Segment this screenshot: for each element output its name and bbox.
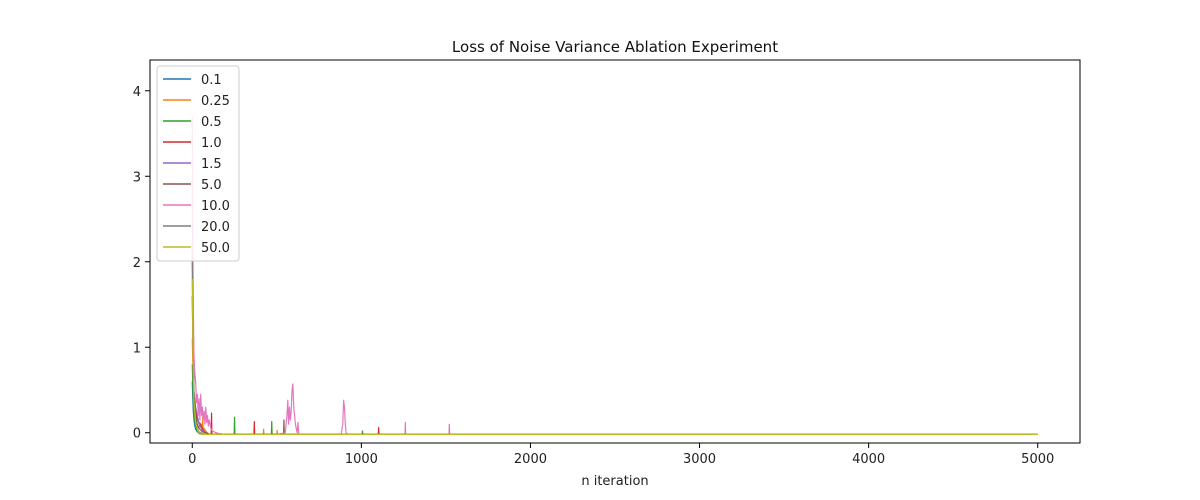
x-tick-label: 5000 — [1021, 452, 1054, 467]
legend-label: 1.0 — [201, 136, 222, 151]
x-tick-label: 2000 — [514, 452, 547, 467]
legend-label: 5.0 — [201, 178, 222, 193]
legend-label: 50.0 — [201, 241, 230, 256]
plot-frame — [149, 59, 1081, 444]
series-layer — [191, 116, 1038, 436]
series-line-10_0 — [191, 116, 1038, 436]
y-axis: 0 1 2 3 4 — [133, 85, 150, 442]
legend: 0.1 0.25 0.5 1.0 1.5 5.0 10.0 20.0 50.0 — [156, 65, 240, 262]
series-line-0_25 — [191, 338, 1038, 436]
x-tick-label: 1000 — [345, 452, 378, 467]
chart-title: Loss of Noise Variance Ablation Experime… — [452, 38, 778, 56]
x-tick-label: 4000 — [852, 452, 885, 467]
x-axis-label: n iteration — [581, 474, 648, 489]
y-tick-label: 1 — [133, 341, 141, 356]
legend-box — [156, 65, 240, 262]
y-tick-label: 0 — [133, 427, 141, 442]
series-line-0_1 — [191, 381, 1038, 436]
series-line-1_0 — [191, 295, 1038, 436]
legend-label: 1.5 — [201, 157, 222, 172]
x-tick-label: 3000 — [683, 452, 716, 467]
y-tick-label: 3 — [133, 170, 141, 185]
legend-label: 0.1 — [201, 73, 222, 88]
series-line-5_0 — [191, 244, 1038, 436]
legend-label: 20.0 — [201, 220, 230, 235]
legend-label: 0.25 — [201, 94, 230, 109]
y-tick-label: 2 — [133, 256, 141, 271]
series-line-20_0 — [191, 261, 1038, 436]
series-line-1_5 — [191, 193, 1038, 436]
legend-label: 0.5 — [201, 115, 222, 130]
x-axis: 0 1000 2000 3000 4000 5000 — [188, 443, 1054, 467]
x-tick-label: 0 — [188, 452, 196, 467]
series-line-0_5 — [191, 364, 1038, 436]
legend-label: 10.0 — [201, 199, 230, 214]
series-line-50_0 — [191, 278, 1038, 436]
y-tick-label: 4 — [133, 85, 141, 100]
